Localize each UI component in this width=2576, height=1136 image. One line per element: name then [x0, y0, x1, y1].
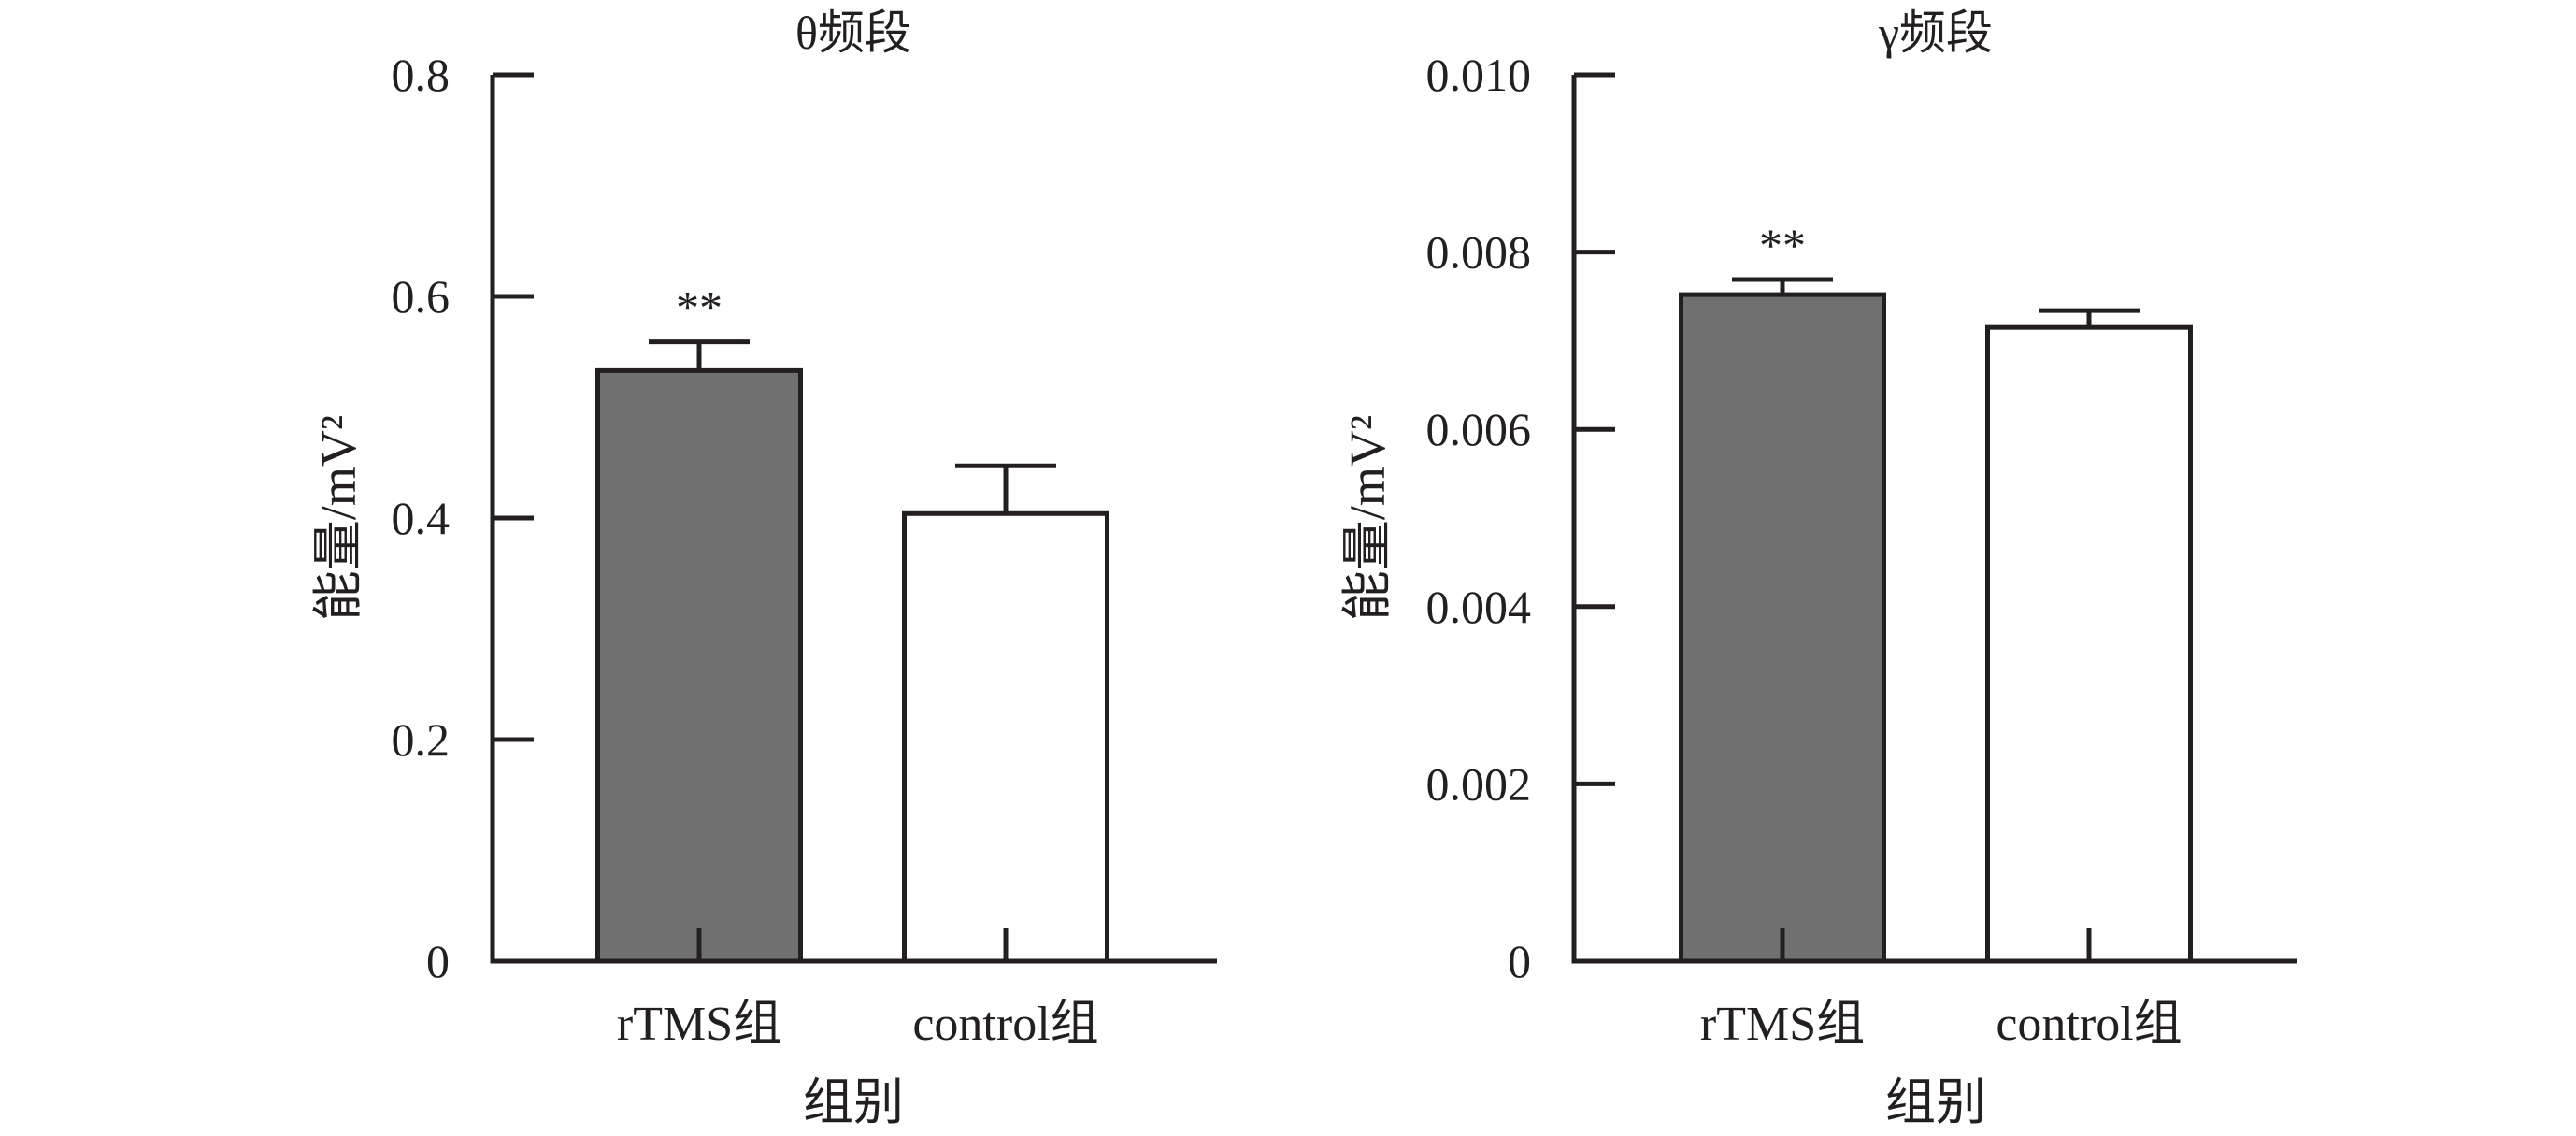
y-tick-label: 0.4: [392, 492, 451, 544]
x-axis-label: 组别: [803, 1074, 904, 1130]
significance-marker: **: [1759, 219, 1806, 271]
bar: [595, 367, 803, 964]
y-tick-label: 0.010: [1426, 49, 1532, 101]
x-tick-label: rTMS组: [617, 998, 781, 1051]
y-tick-label: 0.004: [1426, 581, 1532, 633]
bar: [902, 510, 1109, 964]
bar: [1985, 324, 2193, 964]
x-tick-label: control组: [1996, 998, 2182, 1051]
theta-band-chart: θ频段 rTMS组 control组 ** 0 0.2 0.4 0.6 0.8 能量/mV² 组别: [310, 7, 1217, 1130]
y-axis-label: 能量/mV²: [310, 415, 366, 621]
y-tick-label: 0: [426, 935, 450, 987]
chart-title: γ频段: [1878, 7, 1993, 59]
x-tick-label: rTMS组: [1700, 998, 1865, 1051]
gamma-band-chart: γ频段 rTMS组 control组 ** 0 0.002 0.004 0.006 0.008 0…: [1339, 7, 2297, 1130]
y-axis-label: 能量/mV²: [1339, 415, 1395, 621]
y-tick-label: 0.006: [1426, 403, 1532, 455]
x-tick-label: control组: [912, 998, 1098, 1051]
chart-title: θ频段: [795, 7, 911, 59]
y-tick-label: 0.008: [1426, 226, 1532, 279]
significance-marker: **: [676, 281, 723, 334]
y-tick-label: 0.002: [1426, 757, 1532, 810]
y-tick-label: 0: [1508, 935, 1531, 987]
y-tick-label: 0.8: [392, 49, 451, 101]
y-tick-label: 0.2: [392, 713, 451, 766]
bar: [1679, 292, 1886, 964]
y-tick-label: 0.6: [392, 270, 451, 323]
x-axis-label: 组别: [1885, 1074, 1986, 1130]
